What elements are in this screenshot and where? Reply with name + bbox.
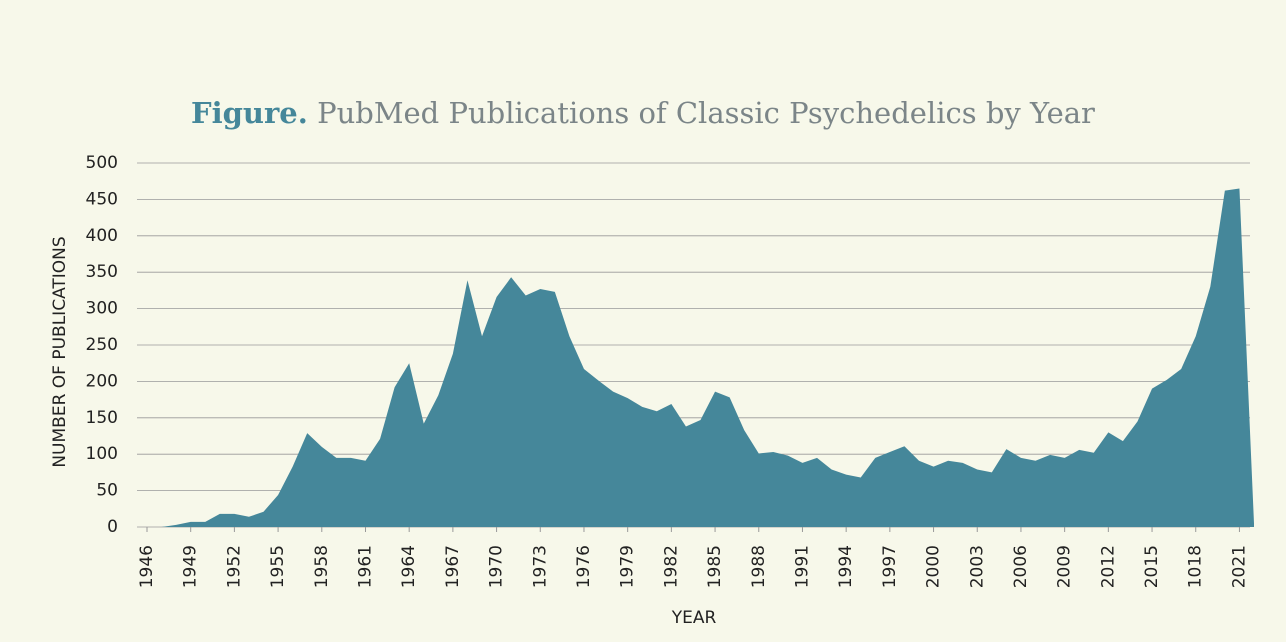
x-axis-label: YEAR [671, 608, 717, 628]
x-tick-label: 1982 [661, 545, 681, 588]
x-tick-label: 1997 [880, 545, 900, 588]
y-tick-label: 150 [86, 408, 118, 428]
y-tick-label: 100 [86, 444, 118, 464]
x-tick-label: 1952 [224, 545, 244, 588]
y-tick-label: 300 [86, 299, 118, 319]
title-prefix: Figure. [191, 96, 308, 130]
x-tick-label: 2003 [967, 545, 987, 588]
x-tick-label: 2000 [924, 545, 944, 588]
x-tick-label: 1946 [137, 545, 157, 588]
x-tick-label: 1955 [268, 545, 288, 588]
x-tick-label: 2006 [1011, 545, 1031, 588]
chart-title-group: Figure. PubMed Publications of Classic P… [191, 96, 1095, 130]
x-tick-label: 1988 [749, 545, 769, 588]
x-tick-label: 1018 [1186, 545, 1206, 588]
x-tick-label: 2009 [1055, 545, 1075, 588]
chart-title: PubMed Publications of Classic Psychedel… [317, 96, 1095, 130]
x-tick-label: 1994 [836, 545, 856, 588]
y-tick-label: 200 [86, 371, 118, 391]
y-tick-label: 400 [86, 226, 118, 246]
x-tick-label: 1967 [443, 545, 463, 588]
x-tick-label: 1964 [399, 545, 419, 588]
x-tick-label: 2015 [1142, 545, 1162, 588]
x-tick-label: 1961 [355, 545, 375, 588]
y-axis-label: NUMBER OF PUBLICATIONS [50, 236, 70, 467]
x-tick-label: 1958 [312, 545, 332, 588]
y-tick-label: 250 [86, 335, 118, 355]
y-tick-label: 0 [107, 517, 118, 537]
x-tick-label: 1973 [530, 545, 550, 588]
x-tick-label: 2021 [1229, 545, 1249, 588]
area [147, 188, 1254, 528]
x-tick-label: 1976 [574, 545, 594, 588]
x-tick-label: 1979 [618, 545, 638, 588]
y-tick-label: 500 [86, 153, 118, 173]
y-tick-label: 450 [86, 189, 118, 209]
x-tick-label: 2012 [1098, 545, 1118, 588]
x-tick-label: 1970 [487, 545, 507, 588]
x-tick-label: 1949 [181, 545, 201, 588]
y-tick-label: 350 [86, 262, 118, 282]
x-tick-label: 1985 [705, 545, 725, 588]
x-tick-label: 1991 [792, 545, 812, 588]
y-tick-label: 50 [96, 481, 118, 501]
